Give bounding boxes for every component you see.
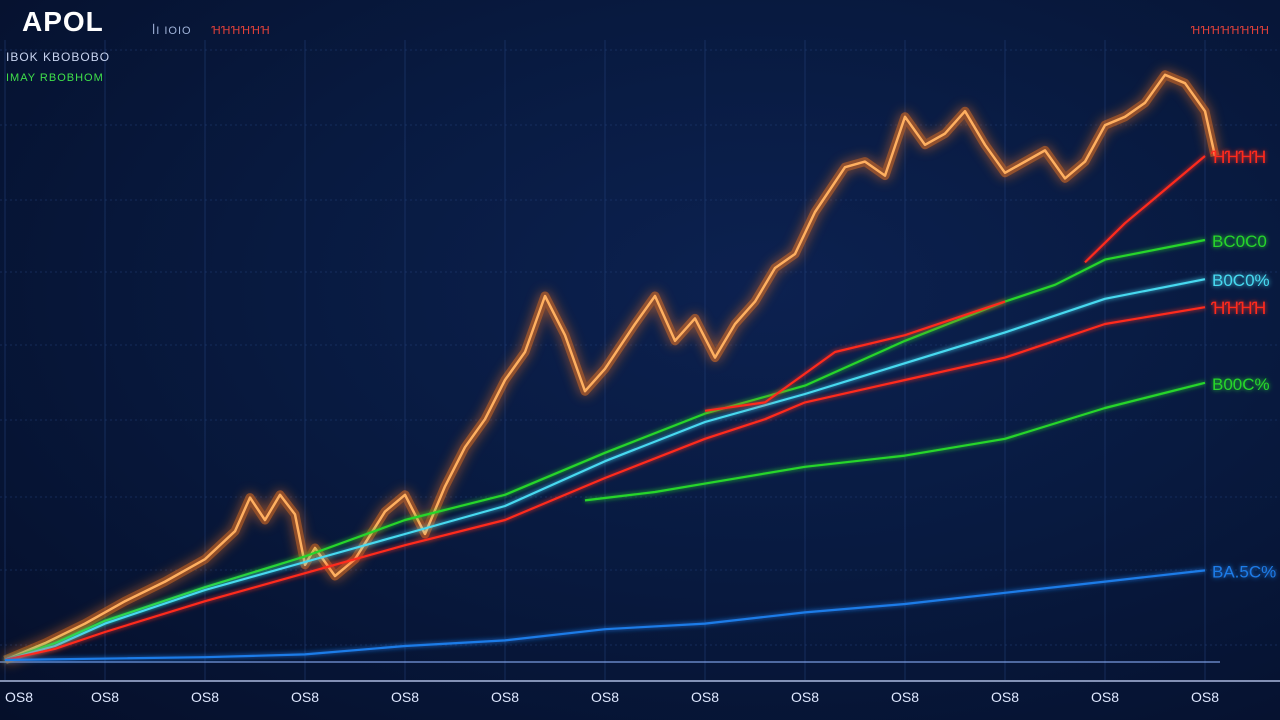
series-group [3, 70, 1220, 665]
x-tick-label: OS8 [191, 689, 219, 705]
series-labels: ꞪꞪꞪꞪ BC0C0 B0C0% ꞪꞪꞪꞪ B00C% BA.5C% [1211, 148, 1276, 581]
x-tick-label: OS8 [91, 689, 119, 705]
info-line-b: IMAY RBOBHOM [6, 72, 104, 84]
series-green-lower-value-label: B00C% [1212, 375, 1270, 394]
series-red-main-line [4, 306, 1206, 662]
ticker-symbol: APOL [22, 6, 104, 37]
series-blue-value-label: BA.5C% [1212, 562, 1276, 581]
x-tick-label: OS8 [991, 689, 1019, 705]
x-tick-label: OS8 [491, 689, 519, 705]
series-price-glow [3, 70, 1220, 665]
header-subtitle-left: ꟾI IOIO [152, 25, 192, 37]
series-cyan-line [4, 278, 1206, 662]
x-tick-label: OS8 [1091, 689, 1119, 705]
x-tick-label: OS8 [791, 689, 819, 705]
series-red-main-value-label: ꞪꞪꞪꞪ [1211, 299, 1266, 318]
grid [0, 40, 1280, 682]
x-tick-label: OS8 [591, 689, 619, 705]
info-line-a: IBOK KBOBOBO [6, 50, 111, 64]
header-subtitle-right: ꞪꞪꞪꞪꞪꞪꞪꞪ [1191, 25, 1270, 37]
series-green-upper-line [4, 238, 1206, 662]
series-cyan-value-label: B0C0% [1212, 271, 1270, 290]
x-tick-label: OS8 [691, 689, 719, 705]
x-tick-label: OS8 [391, 689, 419, 705]
series-green-lower-line [584, 381, 1206, 502]
series-red-upper-value-label: ꞪꞪꞪꞪ [1211, 148, 1266, 167]
x-tick-label: OS8 [291, 689, 319, 705]
x-tick-label: OS8 [891, 689, 919, 705]
x-tick-label: OS8 [1191, 689, 1219, 705]
x-tick-label: OS8 [5, 689, 33, 705]
series-price-line [4, 73, 1217, 662]
series-green-upper-value-label: BC0C0 [1212, 232, 1267, 251]
series-red-upper-line [1084, 155, 1206, 264]
series-blue-line [4, 569, 1206, 662]
header-subtitle-mid: ꞪꞪꞪꞪꞪꞪ [212, 25, 271, 37]
series-red-mid-line [704, 300, 1006, 412]
x-axis-ticks: OS8 OS8 OS8 OS8 OS8 OS8 OS8 OS8 OS8 OS8 OS8 OS8 OS8 [5, 689, 1219, 705]
